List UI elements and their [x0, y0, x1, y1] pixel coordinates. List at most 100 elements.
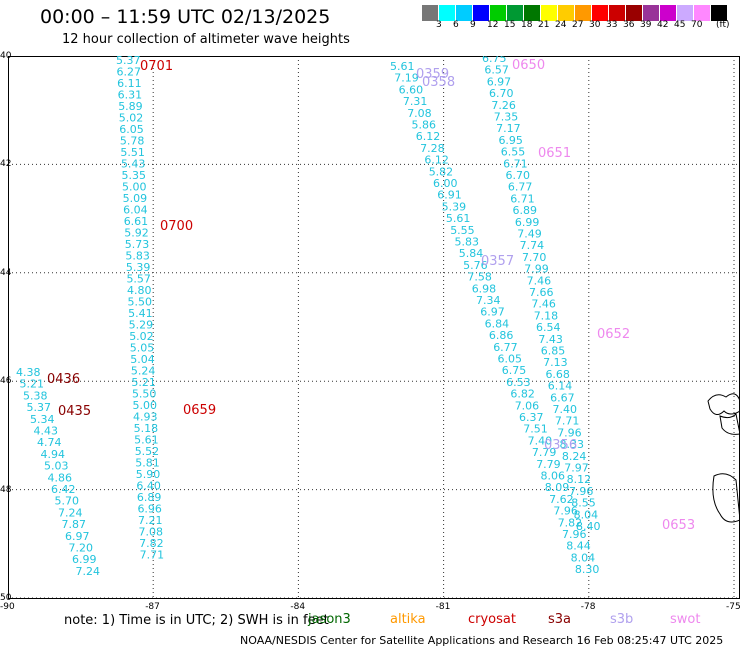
color-scale-label: 27 [572, 20, 584, 30]
color-scale-label: 42 [657, 20, 669, 30]
footnote: note: 1) Time is in UTC; 2) SWH is in fe… [64, 613, 329, 628]
wave-height-value: 7.82 [139, 537, 164, 550]
wave-height-value: 5.83 [455, 236, 480, 249]
wave-height-value: 5.39 [126, 261, 150, 274]
pass-time-label: 0359 [416, 67, 449, 82]
wave-height-value: 6.82 [510, 388, 535, 401]
color-scale-label: 70 [691, 20, 703, 30]
wave-height-value: 6.54 [536, 321, 561, 334]
wave-height-value: 5.83 [125, 250, 150, 263]
wave-height-value: 5.02 [129, 330, 154, 343]
wave-height-value: 4.93 [133, 411, 158, 424]
wave-height-value: 6.77 [493, 341, 518, 354]
wave-height-value: 4.94 [41, 448, 66, 461]
color-swatch [558, 5, 575, 21]
wave-height-value: 8.55 [571, 497, 596, 510]
wave-height-value: 7.43 [538, 333, 563, 346]
wave-height-value: 7.46 [531, 298, 556, 311]
wave-height-value: 5.52 [135, 445, 160, 458]
wave-height-value: 6.85 [541, 345, 566, 358]
wave-height-value: 5.29 [129, 319, 154, 332]
wave-height-value: 6.98 [472, 282, 497, 295]
color-scale-label: 3 [436, 20, 442, 30]
wave-height-value: 5.35 [122, 169, 147, 182]
wave-height-value: 7.99 [524, 263, 549, 276]
wave-height-value: 7.51 [523, 423, 548, 436]
wave-height-value: 6.12 [424, 154, 449, 167]
pass-time-label: 0435 [58, 404, 91, 419]
wave-height-value: 6.97 [65, 530, 90, 543]
color-scale-label: 30 [589, 20, 601, 30]
pass-time-label: 0652 [597, 327, 630, 342]
wave-height-value: 7.24 [58, 506, 83, 519]
wave-height-value: 8.33 [560, 438, 585, 451]
legend-item-s3b: s3b [610, 612, 634, 627]
wave-height-value: 5.57 [126, 273, 151, 286]
wave-height-value: 5.70 [55, 495, 80, 508]
wave-height-value: 5.09 [123, 192, 148, 205]
latitude-label: 50 [0, 593, 12, 603]
wave-height-value: 8.40 [576, 520, 601, 533]
latitude-label: 48 [0, 484, 12, 495]
wave-height-value: 5.21 [131, 376, 156, 389]
wave-height-value: 5.61 [390, 60, 415, 73]
color-swatch [643, 5, 660, 21]
wave-height-value: 7.26 [491, 99, 516, 112]
wave-height-value: 5.81 [135, 457, 160, 470]
color-swatch [626, 5, 643, 21]
wave-height-value: 8.09 [545, 481, 570, 494]
color-swatch [677, 5, 694, 21]
wave-height-value: 5.50 [132, 388, 157, 401]
pass-time-label: 0700 [160, 219, 193, 234]
wave-height-value: 7.31 [403, 95, 428, 108]
wave-height-value: 7.70 [522, 251, 547, 264]
wave-height-value: 5.03 [44, 460, 69, 473]
wave-height-value: 5.55 [450, 224, 475, 237]
color-swatch [609, 5, 626, 21]
wave-height-value: 6.70 [489, 87, 514, 100]
wave-height-value: 7.96 [569, 485, 594, 498]
wave-height-value: 5.04 [130, 353, 155, 366]
wave-height-value: 4.86 [48, 471, 73, 484]
wave-height-value: 5.24 [131, 365, 156, 378]
legend-item-s3a: s3a [548, 612, 572, 627]
wave-height-value: 7.18 [534, 309, 559, 322]
latitude-label: 40 [0, 51, 12, 61]
color-swatch [507, 5, 524, 21]
wave-height-value: 6.89 [513, 204, 538, 217]
wave-height-value: 7.62 [549, 493, 574, 506]
wave-height-value: 4.43 [34, 425, 59, 438]
color-scale-label: 12 [487, 20, 499, 30]
wave-height-value: 6.84 [485, 317, 510, 330]
pass-time-label: 0357 [481, 254, 514, 269]
wave-height-value: 6.55 [501, 146, 526, 159]
longitude-label: -84 [290, 602, 306, 612]
wave-height-value: 7.49 [517, 228, 542, 241]
wave-height-value: 5.86 [412, 119, 437, 132]
wave-height-value: 6.42 [51, 483, 76, 496]
wave-height-value: 5.61 [446, 212, 471, 225]
wave-height-value: 7.87 [62, 518, 87, 531]
wave-height-value: 7.71 [140, 549, 165, 562]
wave-height-value: 8.24 [562, 450, 587, 463]
wave-height-value: 6.53 [506, 376, 530, 389]
wave-height-value: 6.31 [118, 89, 142, 102]
map-subtitle: 12 hour collection of altimeter wave hei… [62, 32, 350, 47]
pass-time-label: 0436 [47, 372, 80, 387]
color-scale-label: 18 [521, 20, 533, 30]
longitude-label: -78 [580, 602, 596, 612]
legend-item-altika: altika [390, 612, 426, 627]
wave-height-value: 7.79 [532, 446, 557, 459]
pass-time-label: 0701 [140, 59, 173, 74]
legend-item-swot: swot [670, 612, 701, 627]
wave-height-value: 7.82 [558, 516, 583, 529]
wave-height-value: 6.71 [510, 192, 535, 205]
pass-time-label: 0358 [422, 75, 455, 90]
wave-height-value: 5.39 [442, 200, 467, 213]
legend-item-cryosat: cryosat [468, 612, 516, 627]
wave-height-value: 7.28 [420, 142, 445, 155]
latitude-label: 44 [0, 267, 12, 278]
wave-height-value: 5.34 [30, 413, 55, 426]
wave-height-value: 6.37 [519, 411, 544, 424]
wave-height-value: 5.92 [124, 227, 149, 240]
